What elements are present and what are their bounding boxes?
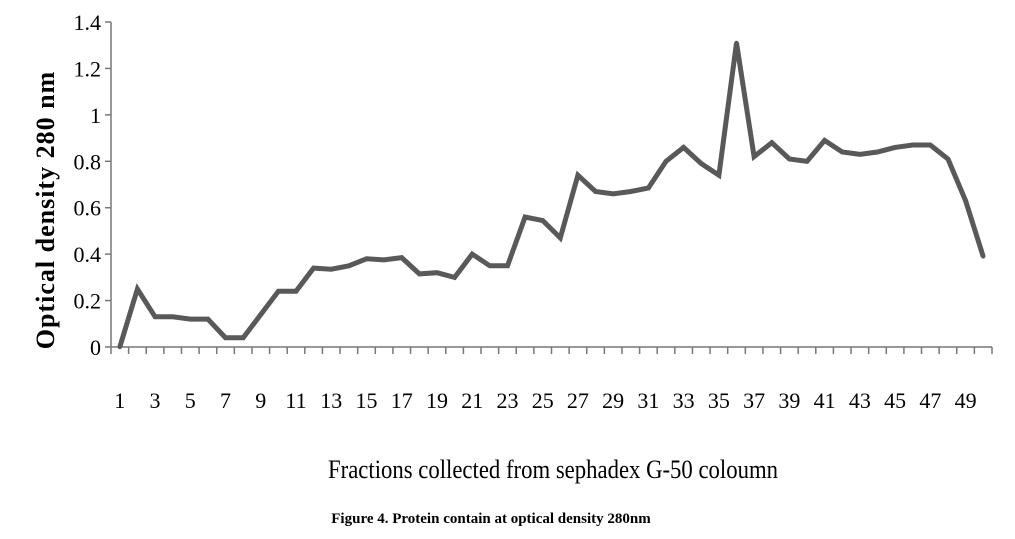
data-point xyxy=(822,138,827,143)
data-point xyxy=(276,289,281,294)
x-tick-label: 21 xyxy=(461,388,483,413)
data-point xyxy=(840,149,845,155)
data-point xyxy=(945,156,951,162)
x-axis-ticks: 1 3 5 7 9 11 13 15 17 19 21 23 25 27 29 31 33 35 37 39 41 43 4… xyxy=(110,347,993,413)
x-tick-label: 3 xyxy=(150,388,161,413)
x-tick-label: 1 xyxy=(114,388,125,413)
data-point xyxy=(452,275,457,280)
x-tick-label: 45 xyxy=(884,388,906,413)
data-point xyxy=(170,314,175,320)
x-tick-label: 31 xyxy=(637,388,659,413)
data-point xyxy=(399,255,404,260)
data-point xyxy=(734,40,739,46)
x-tick-label: 27 xyxy=(567,388,589,413)
data-point xyxy=(329,267,334,272)
y-tick-label: 0.6 xyxy=(74,196,102,221)
figure-caption: Figure 4. Protein contain at optical den… xyxy=(331,511,651,527)
y-tick-label: 0.4 xyxy=(74,242,102,267)
series-line xyxy=(117,42,986,348)
data-point xyxy=(240,335,246,340)
data-point xyxy=(892,145,898,150)
y-axis-ticks: 0 0.2 0.4 0.6 0.8 1 1.2 1.4 xyxy=(74,10,111,360)
x-tick-label: 47 xyxy=(919,388,941,413)
data-point xyxy=(681,145,686,150)
x-tick-label: 5 xyxy=(185,388,196,413)
data-point xyxy=(910,142,915,148)
data-point xyxy=(381,257,387,263)
data-point xyxy=(188,316,193,322)
x-tick-label: 19 xyxy=(426,388,448,413)
x-tick-label: 15 xyxy=(355,388,377,413)
x-tick-label: 35 xyxy=(708,388,730,413)
x-tick-label: 49 xyxy=(955,388,977,413)
data-point xyxy=(875,149,880,155)
data-point xyxy=(117,344,123,350)
data-point xyxy=(205,316,211,322)
data-point xyxy=(699,161,704,166)
x-tick-label: 29 xyxy=(602,388,624,413)
y-tick-label: 0.2 xyxy=(74,289,102,314)
data-point xyxy=(258,312,263,317)
x-tick-label: 7 xyxy=(220,388,231,413)
x-tick-label: 25 xyxy=(532,388,554,413)
y-tick-label: 0.8 xyxy=(74,149,102,174)
data-point xyxy=(575,173,581,178)
data-point xyxy=(540,218,545,223)
data-point xyxy=(751,154,757,159)
data-point xyxy=(980,254,986,259)
data-point xyxy=(628,189,633,194)
data-point xyxy=(857,152,863,157)
data-point xyxy=(152,314,158,320)
data-point xyxy=(522,214,528,220)
data-point xyxy=(505,263,510,268)
data-point xyxy=(135,286,140,292)
data-point xyxy=(417,271,422,277)
x-tick-label: 33 xyxy=(673,388,695,413)
x-tick-label: 17 xyxy=(391,388,413,413)
data-point xyxy=(434,270,440,275)
x-tick-label: 11 xyxy=(285,388,306,413)
x-tick-label: 41 xyxy=(814,388,836,413)
data-point xyxy=(558,235,563,241)
data-point xyxy=(364,256,369,261)
x-tick-label: 39 xyxy=(778,388,800,413)
data-point xyxy=(223,335,228,340)
data-point xyxy=(470,251,475,257)
data-point xyxy=(769,140,774,145)
data-point xyxy=(487,263,493,268)
data-point xyxy=(346,263,352,268)
y-tick-label: 0 xyxy=(90,335,101,360)
y-tick-label: 1.4 xyxy=(74,10,102,35)
data-point xyxy=(610,191,616,196)
x-tick-label: 43 xyxy=(849,388,871,413)
x-tick-label: 37 xyxy=(743,388,765,413)
data-point xyxy=(293,289,299,294)
data-point xyxy=(963,198,968,203)
x-axis-label: Fractions collected from sephadex G-50 c… xyxy=(328,455,778,484)
data-points xyxy=(117,40,986,350)
y-axis-label: Optical density 280 nm xyxy=(31,71,60,349)
x-tick-label: 13 xyxy=(320,388,342,413)
y-tick-label: 1.2 xyxy=(74,56,102,81)
data-point xyxy=(311,265,316,271)
x-tick-label: 9 xyxy=(255,388,266,413)
x-tick-label: 23 xyxy=(496,388,518,413)
data-point xyxy=(646,185,651,191)
y-tick-label: 1 xyxy=(90,103,101,128)
data-point xyxy=(928,142,933,148)
data-point xyxy=(663,159,669,164)
data-point xyxy=(716,173,722,178)
data-point xyxy=(593,189,598,194)
data-point xyxy=(804,159,810,164)
data-point xyxy=(787,156,792,162)
